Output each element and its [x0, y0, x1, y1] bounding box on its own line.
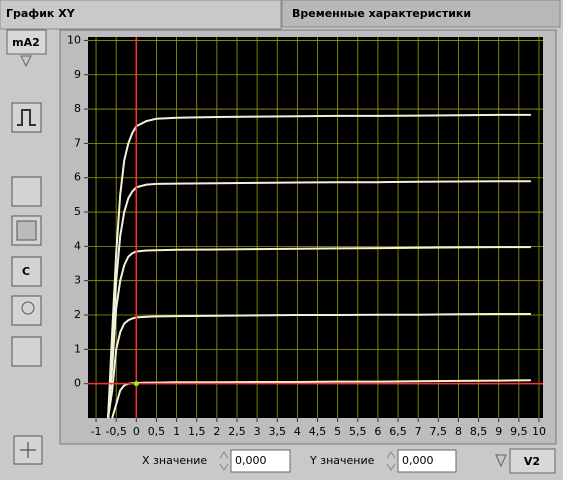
tool-button[interactable]: [11, 256, 42, 287]
spinner[interactable]: [386, 451, 396, 471]
cursor-x-value: 0,000: [235, 454, 267, 467]
y-tick-label: 7: [74, 136, 81, 149]
icon: [21, 301, 35, 315]
x-tick-label: -0,5: [105, 425, 126, 438]
x-tick-label: -1: [91, 425, 102, 438]
icon: [16, 220, 37, 241]
plot: -1 -0,5 0 0,5 1 1,5 2 2,5 3 3,5 4 4,5 5 5,5 6 6,5 7 7,5 8 8…: [67, 33, 546, 438]
x-tick-label: 2,5: [228, 425, 246, 438]
x-tick-label: 8,5: [470, 425, 488, 438]
series-line: [111, 379, 531, 418]
y-tick-label: 9: [74, 68, 81, 81]
x-unit-box[interactable]: [509, 448, 556, 474]
x-tick-label: 9: [495, 425, 502, 438]
x-tick-label: 4: [294, 425, 301, 438]
tool-button[interactable]: [11, 336, 42, 367]
tool-button[interactable]: [11, 176, 42, 207]
cursor-x-field[interactable]: [230, 449, 291, 473]
icon: [20, 442, 36, 458]
y-tick-label: 6: [74, 171, 81, 184]
y-tick-label: 8: [74, 102, 81, 115]
x-tick-label: 9,5: [510, 425, 528, 438]
y-tick-label: 2: [74, 308, 81, 321]
x-tick-label: 10: [532, 425, 546, 438]
y-tick-label: 10: [67, 33, 81, 46]
y-tick-label: 3: [74, 274, 81, 287]
cursor-y-field[interactable]: [397, 449, 457, 473]
x-tick-label: 1: [173, 425, 180, 438]
x-tick-label: 1,5: [188, 425, 206, 438]
cursor-point: [133, 381, 139, 387]
spinner[interactable]: [219, 451, 229, 471]
tool-button[interactable]: [13, 435, 43, 465]
tab-active[interactable]: [0, 0, 282, 30]
x-tick-label: 2: [213, 425, 220, 438]
x-tick-label: 6,5: [389, 425, 407, 438]
x-tick-label: 5: [334, 425, 341, 438]
series-line: [107, 246, 531, 418]
x-tick-label: 3,5: [268, 425, 286, 438]
y-unit: mA2: [12, 36, 40, 49]
y-tick-label: 1: [74, 342, 81, 355]
y-unit-box[interactable]: [6, 29, 47, 55]
x-tick-label: 6: [374, 425, 381, 438]
series-line: [107, 113, 531, 418]
y-tick-label: 4: [74, 239, 81, 252]
series-line: [107, 180, 531, 418]
cursor-y-label: Y значение: [309, 454, 375, 467]
tool-button[interactable]: [11, 295, 42, 326]
x-tick-label: 7: [415, 425, 422, 438]
button-label: C: [22, 265, 30, 278]
y-tick-label: 5: [74, 205, 81, 218]
x-tick-label: 0: [133, 425, 140, 438]
cursor-y-value: 0,000: [402, 454, 434, 467]
dropdown-arrow[interactable]: [495, 454, 507, 468]
x-tick-label: 5,5: [349, 425, 367, 438]
y-tick-label: 0: [74, 377, 81, 390]
x-unit: V2: [524, 455, 540, 468]
plot-area: [88, 37, 543, 418]
x-tick-label: 4,5: [309, 425, 327, 438]
x-tick-label: 3: [254, 425, 261, 438]
tab[interactable]: [281, 0, 561, 28]
series-line: [107, 313, 531, 418]
tab-label: График XY: [6, 7, 76, 20]
cursor-x-label: X значение: [142, 454, 207, 467]
tool-palette: [11, 102, 43, 465]
x-tick-label: 7,5: [430, 425, 448, 438]
dropdown-arrow[interactable]: [20, 55, 32, 68]
x-tick-label: 8: [455, 425, 462, 438]
x-tick-label: 0,5: [148, 425, 166, 438]
tab-label: Временные характеристики: [292, 7, 471, 20]
tool-button[interactable]: [11, 102, 42, 133]
icon: [17, 109, 36, 126]
